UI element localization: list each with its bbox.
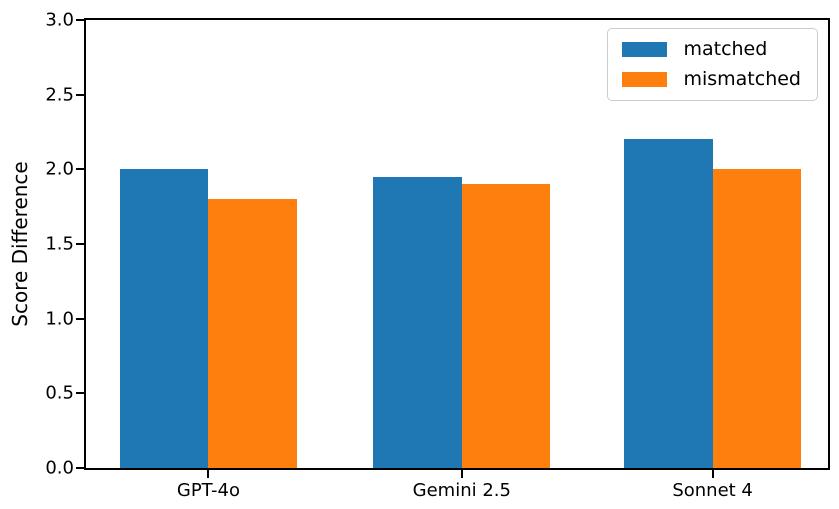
legend: matched mismatched [607, 28, 818, 101]
bar-mismatched-gpt-4o [208, 199, 297, 468]
legend-label-mismatched: mismatched [683, 68, 801, 90]
plot-area: matched mismatched 0.0 0.5 1.0 1.5 2.0 2.5 3.0… [45, 10, 830, 501]
y-tick-mark [76, 93, 84, 96]
bar-mismatched-gemini-2-5 [461, 184, 551, 468]
legend-label-matched: matched [683, 38, 768, 60]
legend-item-matched: matched [622, 38, 801, 61]
bar-matched-gemini-2-5 [373, 176, 462, 468]
y-tick-mark [76, 168, 84, 171]
x-tick-mark [711, 470, 714, 478]
x-tick-label-gpt-4o: GPT-4o [176, 480, 240, 501]
y-tick-label: 2.0 [45, 158, 74, 180]
legend-swatch-mismatched [622, 72, 668, 87]
y-tick-mark [76, 317, 84, 320]
y-axis-label: Score Difference [8, 161, 32, 327]
legend-swatch-matched [622, 42, 668, 57]
bar-mismatched-sonnet-4 [712, 169, 802, 468]
y-tick-mark [76, 19, 84, 21]
x-tick-label-sonnet-4: Sonnet 4 [672, 480, 753, 501]
x-tick-label-gemini-2-5: Gemini 2.5 [412, 480, 511, 501]
y-tick-label: 2.5 [45, 84, 74, 106]
y-tick-mark [76, 243, 84, 245]
y-tick-mark [76, 467, 84, 469]
bar-matched-sonnet-4 [624, 139, 713, 468]
legend-item-mismatched: mismatched [622, 68, 801, 91]
x-tick-mark [207, 470, 210, 478]
y-tick-label: 0.5 [45, 382, 74, 404]
x-tick-mark [460, 470, 463, 478]
y-tick-mark [76, 392, 84, 395]
y-tick-label: 1.0 [45, 308, 74, 330]
y-tick-label: 1.5 [45, 233, 74, 255]
y-tick-label: 3.0 [45, 9, 74, 31]
bar-matched-gpt-4o [119, 169, 209, 468]
y-tick-label: 0.0 [45, 457, 74, 479]
